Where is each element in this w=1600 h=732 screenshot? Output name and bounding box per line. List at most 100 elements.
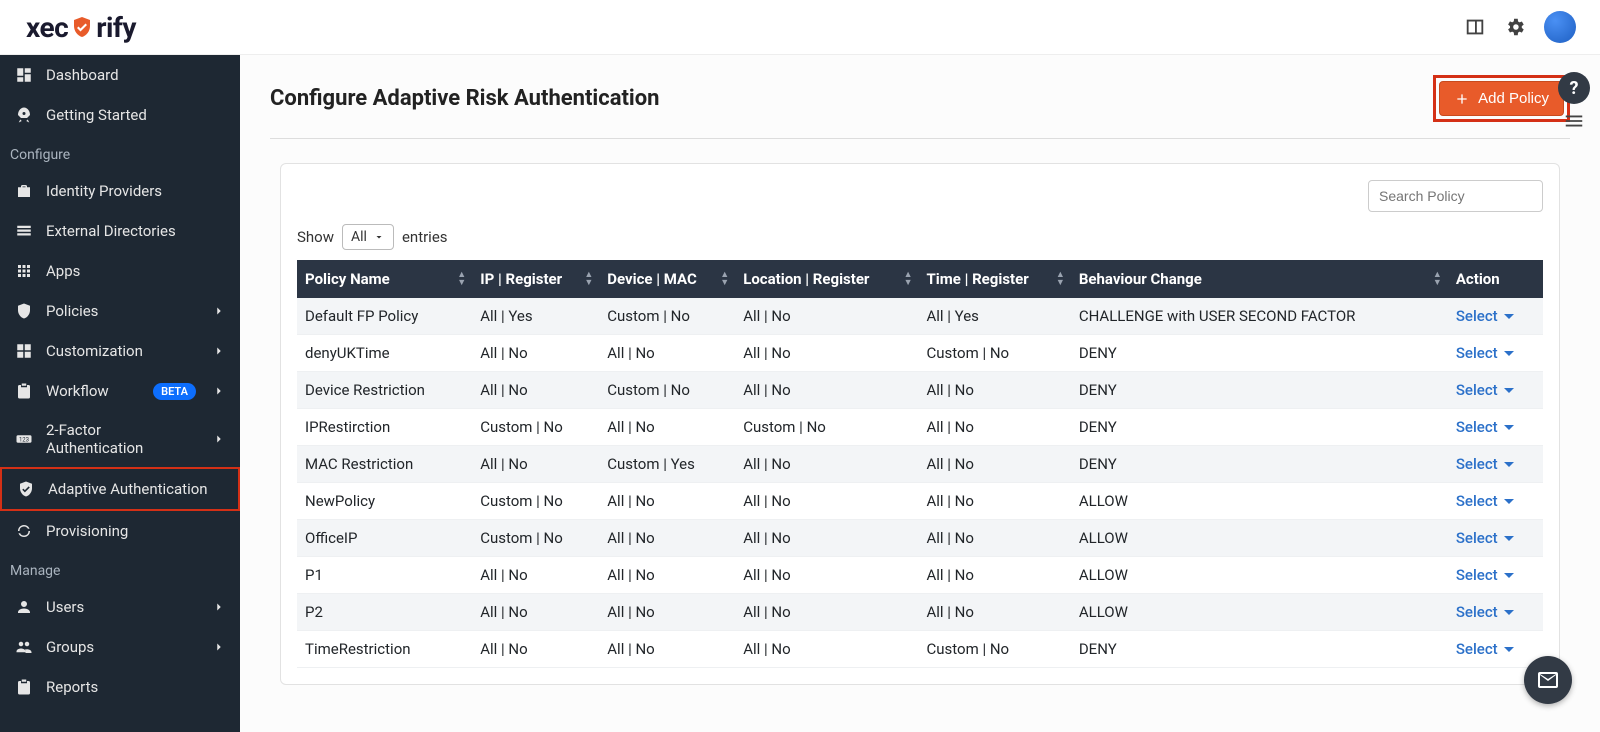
select-action[interactable]: Select	[1456, 418, 1514, 436]
table-cell: All | No	[472, 557, 599, 594]
sort-icon: ▲▼	[457, 271, 466, 287]
sidebar-item-label: 2-Factor Authentication	[46, 421, 200, 457]
column-header[interactable]: Time | Register▲▼	[918, 260, 1070, 298]
column-header[interactable]: Policy Name▲▼	[297, 260, 472, 298]
table-row: MAC RestrictionAll | NoCustom | YesAll |…	[297, 446, 1543, 483]
book-icon[interactable]	[1464, 16, 1486, 38]
sidebar-item-getting-started[interactable]: Getting Started	[0, 95, 240, 135]
sidebar-item-adaptive-authentication[interactable]: Adaptive Authentication	[0, 467, 240, 511]
sort-icon: ▲▼	[1056, 271, 1065, 287]
table-cell: TimeRestriction	[297, 631, 472, 668]
sidebar-item-label: Workflow	[46, 382, 141, 400]
sidebar-item-label: Identity Providers	[46, 182, 226, 200]
action-cell: Select	[1448, 483, 1543, 520]
select-label: Select	[1456, 418, 1498, 436]
table-cell: MAC Restriction	[297, 446, 472, 483]
caret-down-icon	[1504, 351, 1514, 356]
sort-icon: ▲▼	[720, 271, 729, 287]
sidebar-item-apps[interactable]: Apps	[0, 251, 240, 291]
sidebar-item-customization[interactable]: Customization	[0, 331, 240, 371]
page-title: Configure Adaptive Risk Authentication	[270, 86, 660, 111]
sidebar-item-label: Groups	[46, 638, 200, 656]
table-cell: Device Restriction	[297, 372, 472, 409]
select-action[interactable]: Select	[1456, 455, 1514, 473]
sidebar-item-groups[interactable]: Groups	[0, 627, 240, 667]
table-cell: All | No	[918, 372, 1070, 409]
column-header[interactable]: Behaviour Change▲▼	[1071, 260, 1448, 298]
select-action[interactable]: Select	[1456, 381, 1514, 399]
sidebar-item-identity-providers[interactable]: Identity Providers	[0, 171, 240, 211]
column-header[interactable]: Device | MAC▲▼	[599, 260, 735, 298]
table-row: denyUKTimeAll | NoAll | NoAll | NoCustom…	[297, 335, 1543, 372]
table-cell: All | No	[599, 631, 735, 668]
action-cell: Select	[1448, 409, 1543, 446]
help-button[interactable]: ?	[1558, 72, 1590, 104]
sidebar-item-users[interactable]: Users	[0, 587, 240, 627]
action-cell: Select	[1448, 335, 1543, 372]
action-cell: Select	[1448, 557, 1543, 594]
select-action[interactable]: Select	[1456, 307, 1514, 325]
table-head: Policy Name▲▼IP | Register▲▼Device | MAC…	[297, 260, 1543, 298]
select-action[interactable]: Select	[1456, 603, 1514, 621]
gear-icon[interactable]	[1504, 16, 1526, 38]
sidebar-item-policies[interactable]: Policies	[0, 291, 240, 331]
table-cell: DENY	[1071, 372, 1448, 409]
table-cell: CHALLENGE with USER SECOND FACTOR	[1071, 298, 1448, 335]
select-action[interactable]: Select	[1456, 640, 1514, 658]
caret-down-icon	[1504, 314, 1514, 319]
select-label: Select	[1456, 344, 1498, 362]
sidebar-item-reports[interactable]: Reports	[0, 667, 240, 707]
sidebar-item-provisioning[interactable]: Provisioning	[0, 511, 240, 551]
menu-toggle[interactable]	[1563, 110, 1585, 136]
sort-icon: ▲▼	[1433, 271, 1442, 287]
select-action[interactable]: Select	[1456, 566, 1514, 584]
briefcase-plus-icon	[14, 181, 34, 201]
policies-table: Policy Name▲▼IP | Register▲▼Device | MAC…	[297, 260, 1543, 668]
shield-check-icon	[16, 479, 36, 499]
table-cell: All | Yes	[918, 298, 1070, 335]
table-cell: Custom | No	[472, 520, 599, 557]
sidebar-item-workflow[interactable]: WorkflowBETA	[0, 371, 240, 411]
puzzle-icon	[14, 341, 34, 361]
add-policy-highlight: Add Policy	[1433, 75, 1570, 122]
table-cell: ALLOW	[1071, 557, 1448, 594]
add-policy-button[interactable]: Add Policy	[1439, 81, 1564, 116]
select-action[interactable]: Select	[1456, 344, 1514, 362]
table-cell: All | No	[918, 557, 1070, 594]
table-cell: All | No	[472, 335, 599, 372]
main-content: Configure Adaptive Risk Authentication A…	[240, 55, 1600, 732]
select-action[interactable]: Select	[1456, 529, 1514, 547]
mail-icon	[1536, 668, 1560, 692]
table-row: IPRestirctionCustom | NoAll | NoCustom |…	[297, 409, 1543, 446]
table-cell: P1	[297, 557, 472, 594]
select-label: Select	[1456, 381, 1498, 399]
caret-down-icon	[1504, 647, 1514, 652]
search-input[interactable]	[1368, 180, 1543, 212]
brand-logo[interactable]: xec rify	[26, 11, 136, 44]
select-action[interactable]: Select	[1456, 492, 1514, 510]
action-cell: Select	[1448, 631, 1543, 668]
column-header[interactable]: Location | Register▲▼	[735, 260, 918, 298]
select-label: Select	[1456, 455, 1498, 473]
sidebar-item-dashboard[interactable]: Dashboard	[0, 55, 240, 95]
avatar[interactable]	[1544, 11, 1576, 43]
shield-check-icon	[70, 15, 94, 39]
column-header[interactable]: Action	[1448, 260, 1543, 298]
entries-row: Show All entries	[297, 220, 1543, 260]
sidebar-item-2-factor-authentication[interactable]: 123 2-Factor Authentication	[0, 411, 240, 467]
table-cell: ALLOW	[1071, 483, 1448, 520]
table-cell: Custom | No	[472, 409, 599, 446]
table-row: P2All | NoAll | NoAll | NoAll | NoALLOWS…	[297, 594, 1543, 631]
sidebar-item-external-directories[interactable]: External Directories	[0, 211, 240, 251]
chevron-right-icon	[212, 344, 226, 358]
onetwothree-icon: 123	[14, 429, 34, 449]
entries-select[interactable]: All	[342, 224, 394, 250]
sync-icon	[14, 521, 34, 541]
column-header[interactable]: IP | Register▲▼	[472, 260, 599, 298]
caret-down-icon	[1504, 536, 1514, 541]
contact-fab[interactable]	[1524, 656, 1572, 704]
table-cell: All | No	[918, 520, 1070, 557]
sidebar-section-label: Manage	[0, 551, 240, 587]
main-header: Configure Adaptive Risk Authentication A…	[240, 55, 1600, 132]
table-row: NewPolicyCustom | NoAll | NoAll | NoAll …	[297, 483, 1543, 520]
